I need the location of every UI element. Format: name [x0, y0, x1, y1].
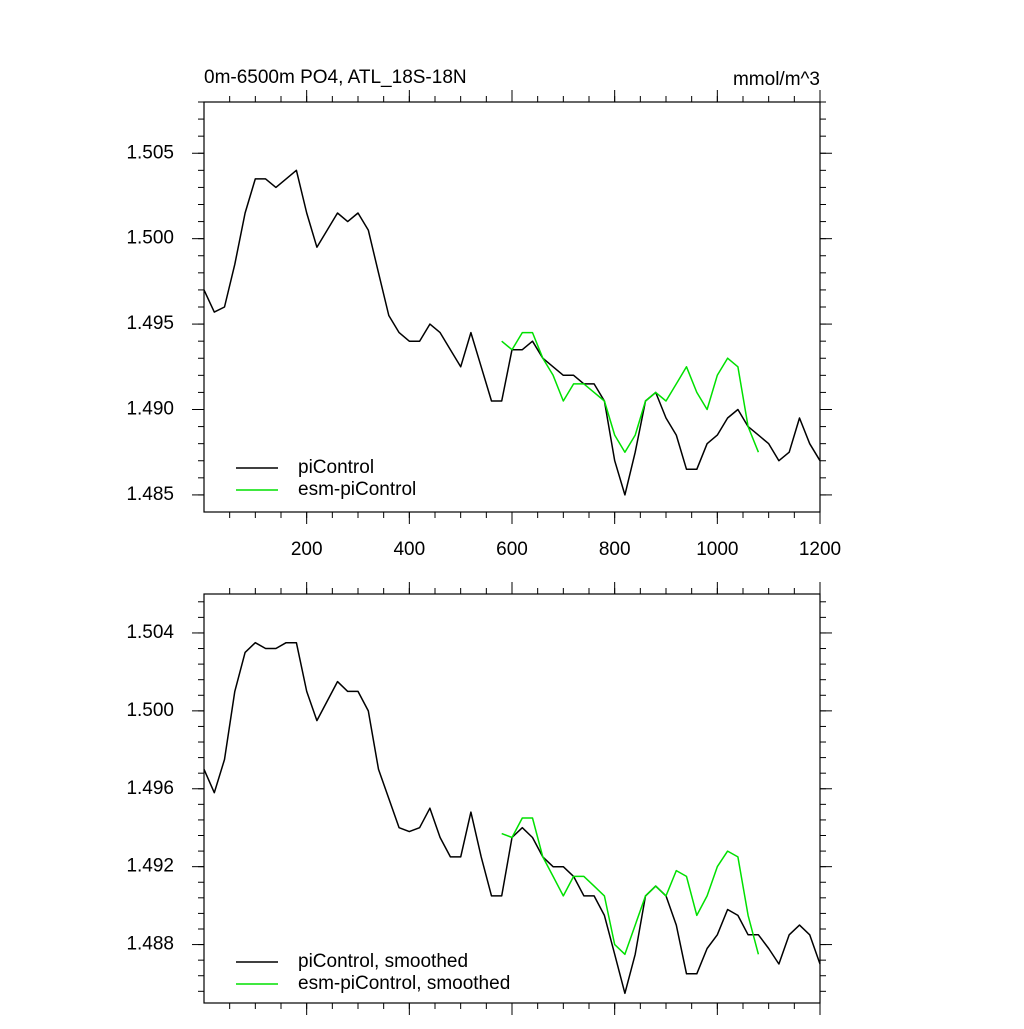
x-tick-label: 800 [599, 539, 631, 560]
units-label: mmol/m^3 [733, 69, 820, 90]
y-tick-label: 1.500 [126, 700, 174, 721]
legend-label: piControl [298, 457, 374, 478]
x-tick-label: 600 [496, 539, 528, 560]
plot-frame [203, 593, 821, 1004]
y-tick-label: 1.485 [126, 484, 174, 505]
data-line [501, 331, 760, 453]
y-tick-label: 1.504 [126, 622, 174, 643]
y-tick-label: 1.488 [126, 934, 174, 955]
y-tick-label: 1.492 [126, 856, 174, 877]
y-tick-label: 1.496 [126, 778, 174, 799]
x-tick-label: 200 [291, 539, 323, 560]
y-tick-label: 1.500 [126, 228, 174, 249]
x-tick-label: 1000 [696, 539, 738, 560]
data-line [501, 817, 760, 956]
data-line [203, 641, 821, 995]
x-tick-label: 400 [393, 539, 425, 560]
legend-label: esm-piControl, smoothed [298, 973, 510, 994]
y-tick-label: 1.490 [126, 399, 174, 420]
x-tick-label: 1200 [799, 539, 841, 560]
chart-title: 0m-6500m PO4, ATL_18S-18N [204, 67, 467, 88]
plot-frame [203, 101, 821, 513]
legend-label: piControl, smoothed [298, 951, 468, 972]
y-tick-label: 1.505 [126, 142, 174, 163]
legend-label: esm-piControl [298, 479, 416, 500]
data-line [203, 169, 821, 496]
y-tick-label: 1.495 [126, 313, 174, 334]
